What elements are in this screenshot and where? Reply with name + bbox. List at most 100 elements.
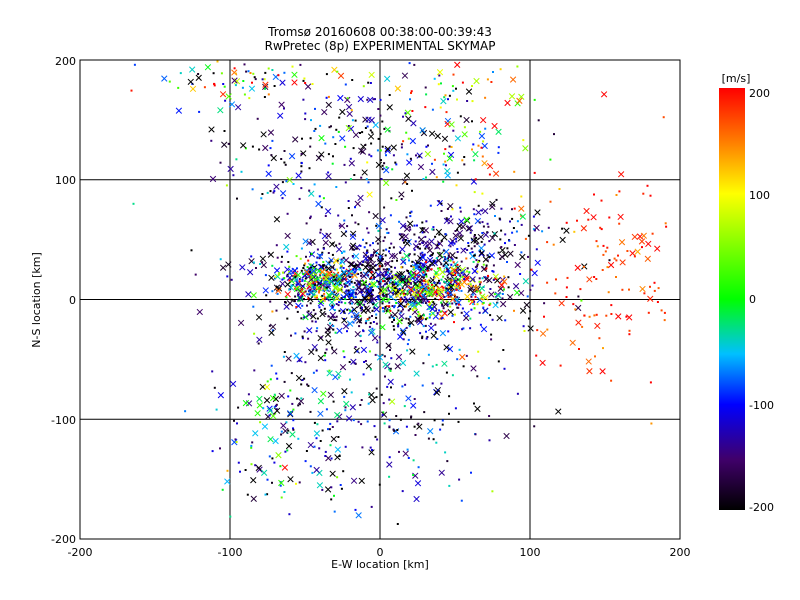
data-point-dot (450, 272, 453, 275)
data-point-dot (460, 289, 463, 292)
data-point-dot (384, 375, 386, 378)
data-point-dot (290, 334, 292, 337)
data-point-x (286, 300, 294, 307)
data-point-dot (424, 106, 427, 109)
data-point-dot (349, 157, 352, 160)
data-point-x (234, 104, 242, 111)
x-tick-label: -100 (218, 546, 243, 559)
data-point-dot (511, 231, 514, 234)
data-point-dot (376, 341, 379, 344)
data-point-dot (471, 293, 474, 296)
data-point-x (412, 243, 420, 250)
data-point-dot (309, 302, 312, 305)
data-point-x (492, 170, 500, 177)
data-point-dot (457, 274, 460, 276)
data-point-dot (516, 392, 519, 395)
data-point-x (492, 273, 499, 280)
data-point-x (396, 281, 404, 288)
data-point-dot (373, 251, 376, 254)
data-point-dot (444, 94, 447, 97)
data-point-dot (508, 239, 511, 242)
data-point-dot (361, 131, 364, 134)
data-point-dot (408, 259, 410, 262)
data-point-dot (264, 493, 267, 496)
data-point-dot (454, 284, 457, 287)
data-point-x (429, 260, 436, 267)
data-point-x (333, 295, 341, 302)
data-point-x (401, 72, 409, 79)
data-point-dot (298, 278, 301, 280)
data-point-dot (254, 78, 257, 81)
data-point-dot (325, 408, 328, 411)
data-point-dot (628, 329, 631, 332)
data-point-dot (354, 221, 357, 224)
data-point-dot (344, 181, 347, 184)
data-point-x (336, 286, 344, 293)
data-point-dot (288, 265, 291, 268)
data-point-dot (445, 371, 448, 374)
data-point-x (438, 294, 445, 301)
data-point-dot (381, 274, 384, 277)
data-point-dot (423, 411, 426, 414)
data-point-dot (431, 382, 434, 385)
data-point-x (383, 167, 390, 174)
data-point-dot (449, 245, 452, 248)
data-point-dot (370, 276, 373, 279)
data-point-dot (266, 191, 269, 194)
data-point-dot (386, 385, 389, 388)
data-point-dot (273, 412, 276, 415)
data-point-x (398, 191, 405, 198)
data-point-x (426, 256, 434, 264)
data-point-dot (251, 441, 254, 444)
data-point-dot (478, 249, 481, 252)
data-point-x (326, 293, 334, 300)
data-point-x (347, 291, 355, 298)
data-point-dot (295, 306, 298, 308)
data-point-x (615, 313, 622, 320)
data-point-x (539, 330, 547, 337)
data-point-dot (328, 428, 331, 431)
data-point-dot (437, 243, 440, 245)
data-point-dot (606, 246, 609, 249)
data-point-dot (497, 151, 500, 154)
data-point-dot (441, 298, 444, 301)
data-point-x (355, 284, 362, 291)
data-point-x (318, 134, 325, 142)
data-point-x (345, 415, 353, 422)
data-point-dot (275, 403, 278, 406)
data-point-dot (394, 161, 397, 164)
data-point-dot (441, 423, 444, 426)
data-point-dot (271, 139, 274, 142)
data-point-dot (327, 153, 330, 156)
data-point-dot (442, 307, 445, 310)
data-point-dot (430, 254, 433, 257)
data-point-dot (660, 309, 663, 312)
data-point-dot (395, 415, 398, 417)
data-point-dot (284, 301, 287, 304)
data-point-dot (602, 244, 605, 247)
data-point-dot (388, 305, 391, 308)
data-point-dot (458, 478, 461, 481)
data-point-x (439, 330, 447, 337)
data-point-dot (288, 513, 291, 516)
data-point-dot (402, 292, 405, 295)
data-point-x (341, 388, 348, 395)
data-point-dot (403, 405, 406, 408)
data-point-dot (353, 174, 356, 176)
data-point-dot (377, 285, 379, 288)
data-point-dot (391, 260, 394, 263)
data-point-dot (404, 383, 407, 386)
data-point-dot (450, 257, 453, 259)
data-point-dot (301, 278, 304, 281)
data-point-dot (295, 482, 297, 485)
data-point-dot (345, 278, 348, 281)
data-point-x (441, 135, 449, 142)
data-point-x (453, 297, 460, 304)
data-point-dot (320, 336, 323, 339)
data-point-dot (354, 291, 357, 294)
data-point-dot (342, 267, 345, 269)
data-point-x (360, 346, 368, 354)
data-point-dot (303, 316, 306, 319)
data-point-x (302, 238, 309, 245)
data-point-dot (414, 240, 417, 243)
